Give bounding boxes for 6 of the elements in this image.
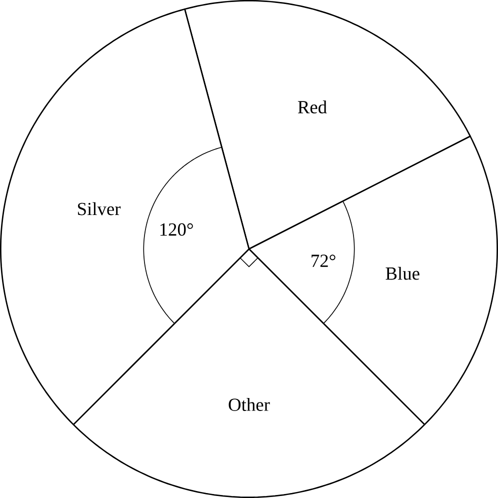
slice-label: Silver <box>78 202 121 216</box>
data-label: 120° <box>160 223 193 236</box>
slice-label: Red <box>298 100 327 114</box>
data-label: 72° <box>312 254 336 267</box>
slice-label: Other <box>228 398 270 411</box>
slice-label: Blue <box>386 266 420 280</box>
